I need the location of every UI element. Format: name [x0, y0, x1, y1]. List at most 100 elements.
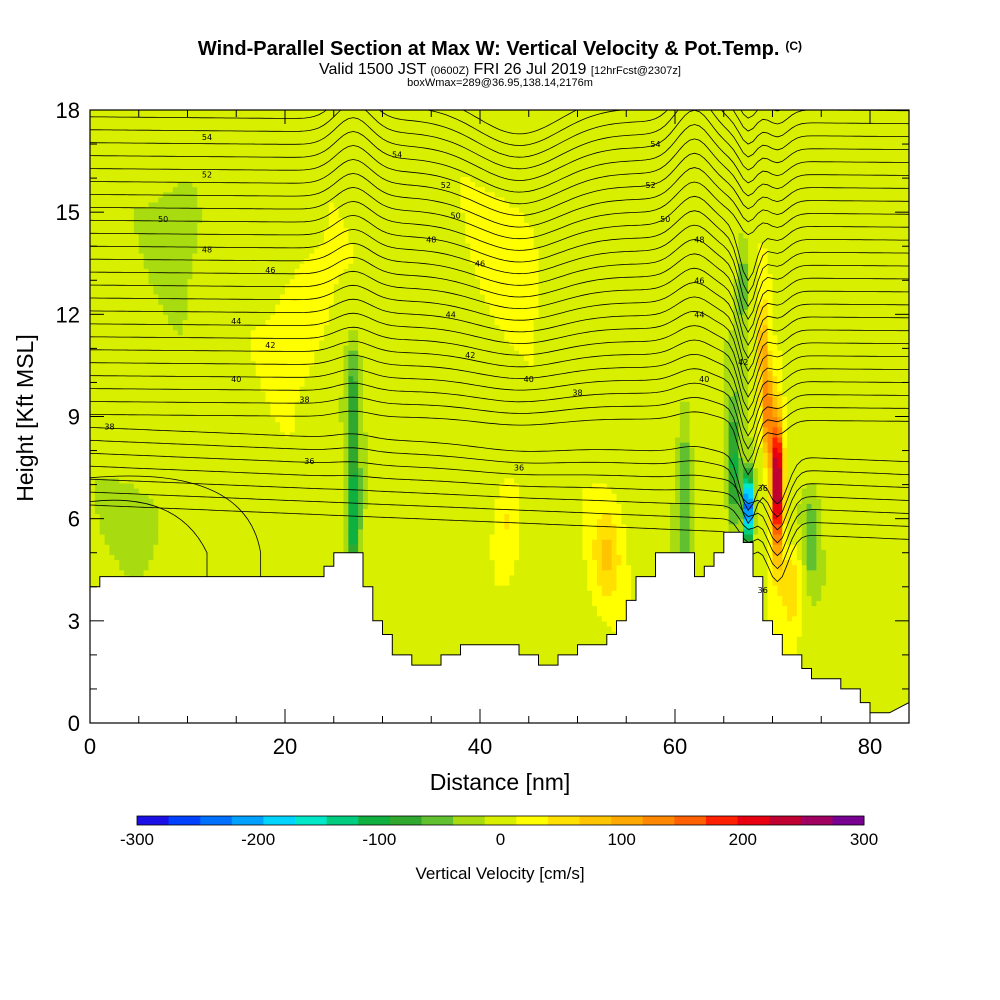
- colorbar-swatch: [263, 816, 296, 825]
- colorbar-swatch: [832, 816, 865, 825]
- theta-contour-line: [90, 475, 262, 577]
- valid-prefix: Valid 1500 JST: [319, 61, 426, 78]
- terrain-mask: [89, 531, 910, 724]
- contour-label: 52: [202, 171, 212, 180]
- contour-label: 36: [514, 464, 524, 473]
- theta-contour-line: [425, 110, 909, 146]
- contour-label: 42: [265, 341, 275, 350]
- theta-contour-line: [90, 224, 909, 308]
- colorbar-swatch: [358, 816, 391, 825]
- y-tick-label: 0: [68, 711, 80, 736]
- colorbar-tick-label: -100: [362, 830, 396, 849]
- colorbar-frame: [136, 815, 865, 826]
- theta-contour-line: [90, 152, 909, 216]
- colorbar-swatch: [674, 816, 707, 825]
- theta-contour-line: [90, 368, 909, 437]
- valid-date: FRI 26 Jul 2019: [474, 61, 587, 78]
- box-info: boxWmax=289@36.95,138.14,2176m: [0, 77, 1000, 89]
- colorbar-swatch: [737, 816, 770, 825]
- contour-label: 46: [694, 276, 704, 285]
- theta-contour-line: [90, 238, 909, 321]
- theta-contour-line: [90, 110, 909, 158]
- colorbar-tick-label: -300: [120, 830, 154, 849]
- theta-contour-line: [90, 504, 909, 583]
- theta-contour-line: [90, 253, 909, 334]
- theta-contour-line: [90, 465, 909, 544]
- colorbar-swatch: [800, 816, 833, 825]
- colorbar-swatch: [579, 816, 612, 825]
- contour-label: 38: [572, 389, 582, 398]
- contour-label: 38: [299, 395, 309, 404]
- chart-title-text: Wind-Parallel Section at Max W: Vertical…: [198, 38, 779, 60]
- copyright-mark: (C): [785, 39, 802, 53]
- colorbar-swatch: [547, 816, 581, 825]
- colorbar-swatch: [611, 816, 644, 825]
- x-tick-label: 0: [84, 734, 96, 759]
- contour-label: 50: [158, 215, 168, 224]
- valid-time: Valid 1500 JST (0600Z) FRI 26 Jul 2019 […: [0, 61, 1000, 79]
- x-tick-label: 60: [663, 734, 687, 759]
- theta-contour-line: [90, 410, 909, 476]
- contour-label: 54: [650, 140, 660, 149]
- colorbar-tick-label: 200: [729, 830, 757, 849]
- contour-label: 40: [699, 375, 709, 384]
- x-tick-label: 80: [858, 734, 882, 759]
- contour-label: 38: [104, 423, 114, 432]
- contour-label: 42: [465, 351, 475, 360]
- contour-label: 52: [646, 181, 656, 190]
- theta-contour-line: [90, 439, 909, 524]
- colorbar-swatch: [137, 816, 170, 825]
- colorbar-swatch: [705, 816, 739, 825]
- colorbar-swatch: [200, 816, 233, 825]
- y-tick-label: 6: [68, 507, 80, 532]
- colorbar-swatch: [168, 816, 201, 825]
- x-tick-label: 20: [273, 734, 297, 759]
- contour-labels: 54 54 54 52 52 52 50 50 50 48 48 48 46 46 46 44 44 44 42 42…: [104, 133, 767, 595]
- theta-contour-line: [90, 181, 909, 240]
- y-tick-label: 15: [56, 200, 80, 225]
- contour-label: 44: [446, 310, 456, 319]
- theta-contour-line: [90, 110, 909, 181]
- colorbar-swatch: [421, 816, 454, 825]
- theta-contour-line: [90, 267, 909, 346]
- contour-label: 36: [758, 484, 768, 493]
- contour-label: 52: [441, 181, 451, 190]
- colorbar-tick-label: 100: [607, 830, 635, 849]
- colorbar-swatch: [326, 816, 359, 825]
- contour-label: 48: [694, 235, 704, 244]
- x-tick-label: 40: [468, 734, 492, 759]
- colorbar-swatch: [295, 816, 328, 825]
- colorbar-swatch: [389, 816, 422, 825]
- colorbar-swatch: [231, 816, 264, 825]
- theta-contour-line: [90, 353, 909, 424]
- theta-contour-line: [90, 138, 909, 205]
- potential-temperature-contours: [90, 110, 909, 583]
- contour-label: 46: [475, 259, 485, 268]
- colorbar-swatch: [484, 816, 517, 825]
- colorbar-swatch: [453, 816, 486, 825]
- colorbar-label: Vertical Velocity [cm/s]: [0, 864, 1000, 884]
- contour-label: 40: [524, 375, 534, 384]
- valid-utc: (0600Z): [431, 65, 470, 77]
- colorbar-swatch: [769, 816, 802, 825]
- theta-contour-line: [90, 110, 909, 170]
- theta-contour-line: [90, 478, 909, 557]
- contour-label: 50: [660, 215, 670, 224]
- contour-label: 48: [426, 235, 436, 244]
- contour-label: 54: [392, 150, 402, 159]
- y-tick-label: 9: [68, 405, 80, 430]
- contour-label: 36: [304, 457, 314, 466]
- theta-contour-line: [90, 210, 909, 295]
- theta-contour-line: [90, 296, 909, 372]
- theta-contour-line: [90, 282, 909, 359]
- theta-contour-line: [90, 491, 909, 570]
- y-axis-label: Height [Kft MSL]: [12, 334, 38, 501]
- colorbar: -300 -200 -100 0 100 200 300: [120, 815, 878, 849]
- contour-label: 44: [694, 310, 704, 319]
- colorbar-tick-label: -200: [241, 830, 275, 849]
- theta-contour-line: [90, 499, 208, 577]
- colorbar-tick-label: 0: [496, 830, 505, 849]
- x-axis-label: Distance [nm]: [430, 769, 571, 795]
